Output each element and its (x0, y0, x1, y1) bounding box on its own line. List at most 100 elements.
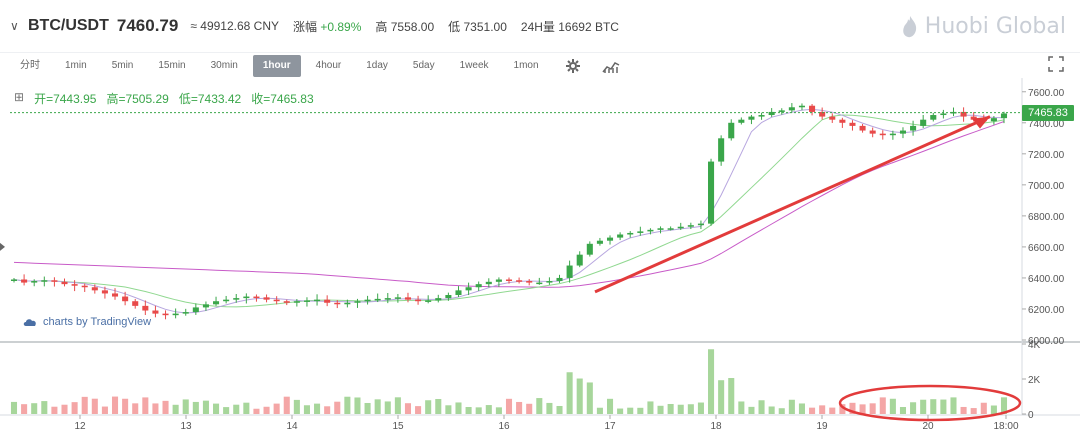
interval-1day[interactable]: 1day (366, 59, 388, 71)
candle-body (61, 281, 68, 285)
candle-body (425, 300, 432, 302)
pair-name[interactable]: BTC/USDT (28, 17, 109, 34)
volume-bar (657, 405, 664, 414)
volume-bar (71, 402, 78, 414)
chevron-down-icon[interactable]: ∨ (10, 19, 19, 33)
volume-bar (869, 403, 876, 414)
volume-bar (213, 403, 220, 414)
volume-bar (273, 403, 280, 414)
interval-timeline[interactable]: 分时 (20, 59, 40, 71)
ma-mid-line (13, 114, 1005, 308)
volume-bar (465, 407, 472, 414)
volume-bar (415, 406, 422, 414)
tradingview-credit[interactable]: charts by TradingView (22, 316, 151, 328)
candle-body (31, 281, 38, 283)
volume-bar (606, 398, 614, 414)
interval-5day[interactable]: 5day (412, 59, 435, 71)
candle-body (819, 111, 826, 117)
candle-body (708, 161, 715, 224)
candle-body (667, 228, 674, 230)
candle-body (374, 298, 381, 301)
volume-bar (122, 398, 129, 414)
candle-body (990, 118, 997, 122)
volume-bar (495, 407, 502, 414)
candle-body (647, 229, 654, 232)
price-tick-label: 7400.00 (1028, 119, 1065, 130)
candle-body (182, 312, 189, 314)
candle-body (415, 299, 422, 302)
indicators-icon[interactable] (600, 55, 622, 77)
candle-body (81, 285, 88, 288)
trend-arrow-head (972, 116, 990, 129)
change-value: +0.89% (320, 19, 362, 34)
volume-bar (233, 404, 240, 414)
volume-bar (303, 405, 310, 414)
candle-body (516, 280, 523, 282)
flame-icon (903, 15, 916, 37)
volume-bar (556, 405, 563, 414)
interval-4hour[interactable]: 4hour (315, 59, 342, 71)
volume-bar (637, 407, 644, 414)
candle-body (283, 301, 290, 303)
volume-bar (283, 396, 290, 414)
volume-tick-label: 4K (1028, 340, 1041, 351)
volume-bar (829, 407, 836, 414)
volume-bar (404, 403, 412, 414)
time-tick-label: 14 (286, 421, 298, 432)
candle-body (495, 279, 502, 282)
volume-bar (202, 400, 209, 414)
volume-bar (687, 404, 694, 414)
volume-bar (314, 403, 321, 414)
candle-body (293, 301, 300, 303)
volume-bar (243, 402, 250, 414)
volume-bar (819, 405, 826, 414)
scroll-left-marker[interactable] (0, 242, 5, 251)
candle-body (879, 133, 886, 136)
volume-tick-label: 2K (1028, 375, 1041, 386)
low-label: 低 (448, 19, 461, 34)
volume-bar (627, 407, 634, 414)
interval-5min[interactable]: 5min (111, 59, 134, 71)
volume-bar (81, 396, 88, 414)
fullscreen-icon[interactable] (1048, 56, 1064, 77)
candle-body (485, 281, 492, 285)
interval-1mon[interactable]: 1mon (513, 59, 539, 71)
candle-body (51, 280, 58, 282)
volume-bar (697, 402, 704, 414)
interval-1week[interactable]: 1week (459, 59, 489, 71)
change-stat: 涨幅 +0.89% (293, 18, 361, 35)
time-tick-label: 20 (922, 421, 934, 432)
ohlc-open: 开=7443.95 (34, 92, 97, 106)
volume-bar (445, 405, 452, 414)
candle-body (910, 125, 917, 131)
interval-1min[interactable]: 1min (65, 59, 87, 71)
price-tick-label: 6600.00 (1028, 243, 1065, 254)
volume-bar (394, 397, 401, 414)
volume-bar (162, 400, 169, 414)
volume-value: 16692 BTC (558, 19, 619, 34)
candle-body (354, 301, 361, 303)
volume-bar (617, 408, 624, 414)
volume-bar (677, 404, 684, 414)
volume-bar (708, 349, 715, 414)
interval-toolbar: 分时 1min 5min 15min 30min 1hour 4hour 1day 5day 1w… (0, 52, 1080, 78)
candle-body (829, 116, 836, 120)
volume-bar (344, 396, 351, 414)
candle-body (303, 300, 310, 302)
candle-body (233, 298, 240, 300)
time-tick-label: 12 (74, 421, 86, 432)
candle-body (1000, 113, 1008, 119)
gear-icon[interactable] (562, 55, 584, 77)
high-value: 7558.00 (390, 19, 435, 34)
candle-body (273, 299, 280, 302)
volume-bar (324, 406, 331, 414)
candle-body (435, 298, 442, 301)
volume-stat: 24H量 16692 BTC (521, 18, 619, 35)
interval-15min[interactable]: 15min (158, 59, 186, 71)
huobi-logo: Huobi Global (901, 14, 1066, 39)
interval-30min[interactable]: 30min (210, 59, 238, 71)
interval-1hour[interactable]: 1hour (252, 54, 301, 77)
volume-bar (778, 408, 785, 414)
price-chart[interactable]: 6000.00 6200.00 6400.00 6600.00 6800.00 7000.… (0, 78, 1080, 437)
candle-body (10, 279, 18, 281)
